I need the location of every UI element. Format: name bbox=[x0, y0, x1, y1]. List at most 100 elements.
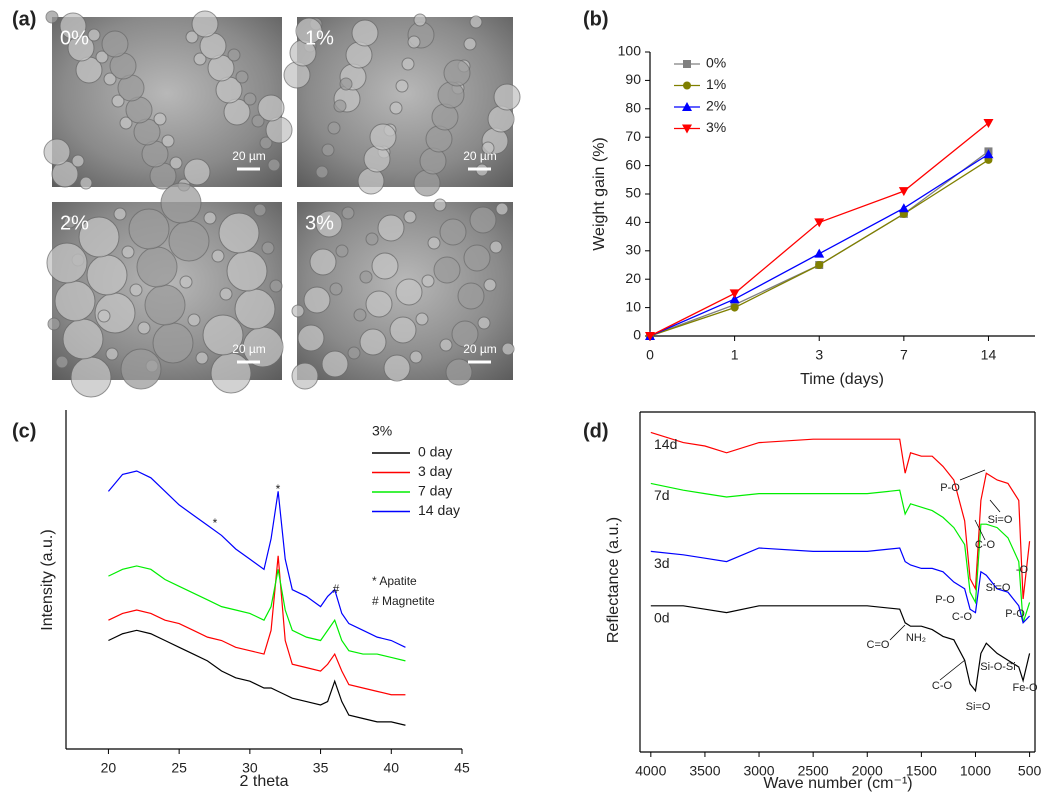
sem-particle bbox=[410, 351, 422, 363]
sem-particle bbox=[192, 11, 218, 37]
sem-particle bbox=[219, 213, 259, 253]
legend-label: 0% bbox=[706, 55, 726, 71]
sem-particle bbox=[310, 249, 336, 275]
sem-particle bbox=[196, 352, 208, 364]
image-label: 2% bbox=[60, 212, 89, 234]
sem-particle bbox=[490, 241, 502, 253]
sem-particle bbox=[366, 291, 392, 317]
annotation-arrow bbox=[890, 625, 905, 640]
x-tick-label: 40 bbox=[383, 760, 399, 776]
x-tick-label: 4000 bbox=[635, 763, 666, 779]
x-axis-label: Time (days) bbox=[800, 371, 884, 388]
sem-particle bbox=[169, 221, 209, 261]
sem-particle bbox=[114, 208, 126, 220]
series-line bbox=[650, 154, 988, 336]
x-axis-label: Wave number (cm⁻¹) bbox=[763, 775, 912, 792]
sem-particle bbox=[304, 287, 330, 313]
annotation: * bbox=[213, 516, 218, 530]
sem-particle bbox=[145, 285, 185, 325]
x-tick-label: 35 bbox=[313, 760, 329, 776]
sem-particle bbox=[422, 275, 434, 287]
sem-particle bbox=[444, 60, 470, 86]
marker bbox=[815, 261, 823, 269]
y-tick-label: 100 bbox=[618, 43, 642, 59]
sem-particle bbox=[378, 215, 404, 241]
sem-particle bbox=[137, 247, 177, 287]
sem-particle bbox=[46, 11, 58, 23]
annotation: # bbox=[333, 582, 340, 596]
legend-title: 3% bbox=[372, 423, 392, 439]
y-tick-label: 50 bbox=[625, 185, 641, 201]
sem-particle bbox=[44, 139, 70, 165]
sem-particle bbox=[184, 159, 210, 185]
x-tick-label: 2000 bbox=[852, 763, 883, 779]
sem-particle bbox=[396, 80, 408, 92]
sem-particle bbox=[98, 310, 110, 322]
sem-particle bbox=[402, 58, 414, 70]
sem-particle bbox=[470, 16, 482, 28]
annotation: Si=O bbox=[966, 701, 991, 713]
annotation: C=O bbox=[867, 639, 890, 651]
sem-particle bbox=[330, 283, 342, 295]
sem-particle bbox=[390, 102, 402, 114]
annotation: * Apatite bbox=[372, 574, 417, 588]
sem-particle bbox=[130, 284, 142, 296]
sem-particle bbox=[102, 31, 128, 57]
sem-particle bbox=[106, 348, 118, 360]
legend-label: 14 day bbox=[418, 502, 460, 518]
annotation: -O bbox=[1016, 564, 1029, 576]
x-tick-label: 3000 bbox=[743, 763, 774, 779]
x-tick-label: 1 bbox=[731, 347, 739, 363]
sem-particle bbox=[502, 343, 514, 355]
sem-particle bbox=[122, 246, 134, 258]
sem-particle bbox=[138, 322, 150, 334]
series-line bbox=[108, 630, 405, 725]
sem-particle bbox=[87, 255, 127, 295]
sem-particle bbox=[212, 250, 224, 262]
sem-particle bbox=[56, 356, 68, 368]
sem-particle bbox=[71, 357, 111, 397]
sem-particle bbox=[434, 257, 460, 283]
series-line bbox=[651, 548, 1030, 623]
sem-particle bbox=[72, 155, 84, 167]
sem-particle bbox=[170, 157, 182, 169]
x-tick-label: 25 bbox=[171, 760, 187, 776]
sem-particle bbox=[458, 283, 484, 309]
y-tick-label: 70 bbox=[625, 128, 641, 144]
series-line bbox=[650, 151, 988, 336]
sem-particle bbox=[470, 207, 496, 233]
sem-particle bbox=[80, 177, 92, 189]
image-label: 3% bbox=[305, 212, 334, 234]
sem-particle bbox=[262, 242, 274, 254]
figure: (a) 0%20 µm1%20 µm2%20 µm3%20 µm(b)Time … bbox=[0, 0, 1050, 797]
sem-particle bbox=[414, 14, 426, 26]
sem-particle bbox=[292, 305, 304, 317]
y-tick-label: 40 bbox=[625, 213, 641, 229]
scale-bar-label: 20 µm bbox=[232, 149, 266, 163]
annotation: Si-O-Si bbox=[980, 661, 1015, 673]
sem-particle bbox=[342, 207, 354, 219]
x-tick-label: 45 bbox=[454, 760, 470, 776]
sem-particle bbox=[188, 314, 200, 326]
annotation: NH₂ bbox=[906, 632, 926, 644]
x-tick-label: 500 bbox=[1018, 763, 1042, 779]
sem-particle bbox=[390, 317, 416, 343]
annotation: C-O bbox=[932, 680, 953, 692]
annotation: P-O bbox=[940, 482, 960, 494]
series-label: 7d bbox=[654, 487, 670, 503]
x-tick-label: 2500 bbox=[798, 763, 829, 779]
legend-label: 0 day bbox=[418, 444, 452, 460]
sem-particle bbox=[484, 279, 496, 291]
legend-label: 3 day bbox=[418, 463, 452, 479]
sem-particle bbox=[360, 329, 386, 355]
sem-particle bbox=[334, 100, 346, 112]
series-line bbox=[108, 471, 405, 647]
annotation: # Magnetite bbox=[372, 594, 435, 608]
series-line bbox=[108, 566, 405, 661]
sem-particle bbox=[228, 49, 240, 61]
x-tick-label: 0 bbox=[646, 347, 654, 363]
sem-particle bbox=[211, 353, 251, 393]
annotation-arrow bbox=[990, 500, 1000, 512]
x-tick-label: 3500 bbox=[689, 763, 720, 779]
annotation: Fe-O bbox=[1012, 682, 1038, 694]
